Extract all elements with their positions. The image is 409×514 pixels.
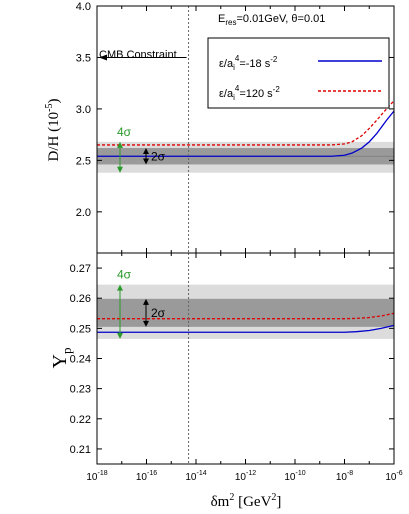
- legend-entry-2-label: ε/ai4=120 s-2: [219, 84, 280, 102]
- cmb-constraint-annotation: CMB Constraint: [99, 49, 187, 61]
- x-tick-label: 10-14: [185, 470, 206, 483]
- yp-ytick-label: 0.22: [70, 414, 91, 426]
- dh-4sigma-marker: 4σ: [117, 125, 132, 173]
- yp-series-2-line: [97, 312, 394, 320]
- dh-ytick-label: 3.5: [76, 52, 91, 64]
- dh-2sigma-label: 2σ: [151, 149, 166, 163]
- x-axis-label: δm2 [GeV2]: [211, 492, 282, 510]
- dh-header: Eres=0.01GeV, θ=0.01: [218, 13, 325, 27]
- dh-series-1-line: [97, 110, 394, 157]
- dh-4sigma-label: 4σ: [117, 125, 132, 139]
- yp-ytick-label: 0.27: [70, 263, 91, 275]
- x-tick-label: 10-6: [385, 470, 402, 483]
- yp-2sigma-marker: 2σ: [143, 298, 166, 327]
- yp-ytick-label: 0.23: [70, 384, 91, 396]
- yp-series-1-line: [97, 324, 394, 333]
- yp-ytick-label: 0.26: [70, 293, 91, 305]
- legend-entry-1-label: ε/ai4=-18 s-2: [219, 54, 278, 72]
- yp-ytick-label: 0.21: [70, 444, 91, 456]
- x-tick-label: 10-16: [136, 470, 157, 483]
- yp-4sigma-marker: 4σ: [117, 268, 132, 339]
- dh-ytick-label: 4.0: [76, 1, 91, 13]
- dh-series-2-line: [97, 100, 394, 146]
- yp-y-axis-label: Yp: [49, 348, 74, 369]
- dh-ytick-label: 3.0: [76, 104, 91, 116]
- x-tick-label: 10-18: [86, 470, 107, 483]
- cmb-constraint-label: CMB Constraint: [99, 49, 177, 61]
- dh-2sigma-marker: 2σ: [143, 148, 166, 165]
- dh-ytick-label: 2.5: [76, 155, 91, 167]
- x-tick-label: 10-8: [336, 470, 353, 483]
- dh-y-axis-label: D/H (10-5): [44, 99, 62, 162]
- dh-panel: 2.0 2.5 3.0 3.5 4.0 Eres=0.01GeV, θ=0.01 CMB…: [44, 1, 395, 464]
- dh-ytick-label: 2.0: [76, 207, 91, 219]
- x-tick-label: 10-12: [235, 470, 256, 483]
- dh-legend: ε/ai4=-18 s-2 ε/ai4=120 s-2: [207, 37, 390, 109]
- yp-ytick-label: 0.25: [70, 323, 91, 335]
- yp-panel: 0.21 0.22 0.23 0.24 0.25 0.26 0.27 10-18 10-16 1…: [49, 252, 403, 510]
- yp-2sigma-label: 2σ: [151, 306, 166, 320]
- x-tick-label: 10-10: [284, 470, 305, 483]
- cmb-arrow-head: [99, 54, 107, 61]
- legend-box: [207, 37, 390, 109]
- yp-4sigma-label: 4σ: [117, 268, 132, 282]
- yp-2sigma-band: [97, 298, 394, 327]
- yp-ytick-label: 0.24: [70, 354, 91, 366]
